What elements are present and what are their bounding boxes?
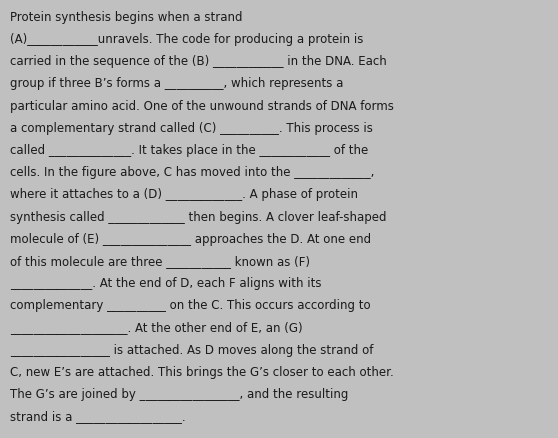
Text: (A)____________unravels. The code for producing a protein is: (A)____________unravels. The code for pr… <box>10 33 363 46</box>
Text: carried in the sequence of the (B) ____________ in the DNA. Each: carried in the sequence of the (B) _____… <box>10 55 387 68</box>
Text: group if three B’s forms a __________, which represents a: group if three B’s forms a __________, w… <box>10 78 343 90</box>
Text: synthesis called _____________ then begins. A clover leaf-shaped: synthesis called _____________ then begi… <box>10 210 387 223</box>
Text: The G’s are joined by _________________, and the resulting: The G’s are joined by _________________,… <box>10 387 348 400</box>
Text: molecule of (E) _______________ approaches the D. At one end: molecule of (E) _______________ approach… <box>10 232 371 245</box>
Text: ______________. At the end of D, each F aligns with its: ______________. At the end of D, each F … <box>10 276 321 290</box>
Text: strand is a __________________.: strand is a __________________. <box>10 409 186 422</box>
Text: ____________________. At the other end of E, an (G): ____________________. At the other end o… <box>10 321 302 334</box>
Text: Protein synthesis begins when a strand: Protein synthesis begins when a strand <box>10 11 243 24</box>
Text: where it attaches to a (D) _____________. A phase of protein: where it attaches to a (D) _____________… <box>10 188 358 201</box>
Text: of this molecule are three ___________ known as (F): of this molecule are three ___________ k… <box>10 254 310 267</box>
Text: _________________ is attached. As D moves along the strand of: _________________ is attached. As D move… <box>10 343 373 356</box>
Text: particular amino acid. One of the unwound strands of DNA forms: particular amino acid. One of the unwoun… <box>10 99 394 113</box>
Text: complementary __________ on the C. This occurs according to: complementary __________ on the C. This … <box>10 299 371 311</box>
Text: a complementary strand called (C) __________. This process is: a complementary strand called (C) ______… <box>10 121 373 134</box>
Text: called ______________. It takes place in the ____________ of the: called ______________. It takes place in… <box>10 144 368 157</box>
Text: cells. In the figure above, C has moved into the _____________,: cells. In the figure above, C has moved … <box>10 166 374 179</box>
Text: C, new E’s are attached. This brings the G’s closer to each other.: C, new E’s are attached. This brings the… <box>10 365 394 378</box>
